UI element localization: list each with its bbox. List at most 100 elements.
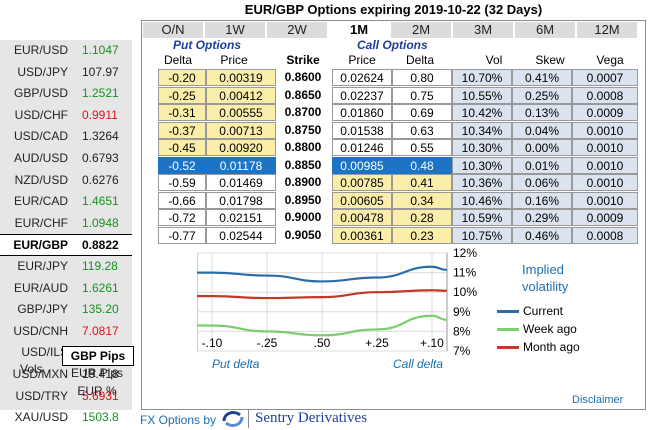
- cell-put-price[interactable]: 0.01798: [206, 191, 276, 209]
- pair-row-gbpusd[interactable]: GBP/USD 1.2521: [0, 83, 132, 104]
- pair-row-nzdusd[interactable]: NZD/USD 0.6276: [0, 170, 132, 191]
- cell-skew[interactable]: 0.04%: [512, 121, 572, 139]
- cell-vega[interactable]: 0.0009: [572, 104, 638, 121]
- cell-vol[interactable]: 10.75%: [452, 226, 512, 244]
- cell-vol[interactable]: 10.42%: [452, 104, 512, 121]
- cell-call-price[interactable]: 0.02237: [332, 86, 392, 104]
- cell-call-delta[interactable]: 0.48: [392, 156, 452, 174]
- cell-skew[interactable]: 0.41%: [512, 69, 572, 86]
- tab-3m[interactable]: 3M: [453, 22, 513, 38]
- cell-put-delta[interactable]: -0.59: [158, 174, 206, 191]
- cell-vega[interactable]: 0.0008: [572, 86, 638, 104]
- tab-12m[interactable]: 12M: [577, 22, 637, 38]
- cell-put-delta[interactable]: -0.52: [158, 156, 206, 174]
- brand-name[interactable]: Sentry Derivatives: [255, 410, 368, 426]
- cell-put-price[interactable]: 0.00555: [206, 104, 276, 121]
- cell-call-delta[interactable]: 0.75: [392, 86, 452, 104]
- cell-call-price[interactable]: 0.00361: [332, 226, 392, 244]
- tab-6m[interactable]: 6M: [515, 22, 575, 38]
- cell-call-delta[interactable]: 0.34: [392, 191, 452, 209]
- cell-call-price[interactable]: 0.01246: [332, 139, 392, 156]
- cell-vol[interactable]: 10.30%: [452, 139, 512, 156]
- cell-put-price[interactable]: 0.00713: [206, 121, 276, 139]
- cell-skew[interactable]: 0.29%: [512, 209, 572, 226]
- cell-put-delta[interactable]: -0.31: [158, 104, 206, 121]
- cell-call-delta[interactable]: 0.28: [392, 209, 452, 226]
- cell-vega[interactable]: 0.0010: [572, 139, 638, 156]
- cell-call-price[interactable]: 0.01538: [332, 121, 392, 139]
- cell-vega[interactable]: 0.0010: [572, 191, 638, 209]
- cell-vol[interactable]: 10.55%: [452, 86, 512, 104]
- tab-1m[interactable]: 1M: [329, 22, 389, 38]
- cell-call-delta[interactable]: 0.69: [392, 104, 452, 121]
- pair-row-xauusd[interactable]: XAU/USD 1503.8: [0, 407, 132, 428]
- cell-call-price[interactable]: 0.00985: [332, 156, 392, 174]
- pair-row-eurcad[interactable]: EUR/CAD 1.4651: [0, 191, 132, 212]
- cell-call-delta[interactable]: 0.63: [392, 121, 452, 139]
- cell-skew[interactable]: 0.46%: [512, 226, 572, 244]
- pair-row-eurchf[interactable]: EUR/CHF 1.0948: [0, 213, 132, 234]
- pair-row-usdjpy[interactable]: USD/JPY 107.97: [0, 62, 132, 83]
- pair-row-eurusd[interactable]: EUR/USD 1.1047: [0, 40, 132, 61]
- cell-vol[interactable]: 10.34%: [452, 121, 512, 139]
- tab-on[interactable]: O/N: [143, 22, 203, 38]
- pair-row-audusd[interactable]: AUD/USD 0.6793: [0, 148, 132, 169]
- cell-put-delta[interactable]: -0.45: [158, 139, 206, 156]
- cell-call-price[interactable]: 0.00478: [332, 209, 392, 226]
- pair-row-eurjpy[interactable]: EUR/JPY 119.28: [0, 256, 132, 277]
- cell-call-price[interactable]: 0.00785: [332, 174, 392, 191]
- cell-put-price[interactable]: 0.00920: [206, 139, 276, 156]
- cell-skew[interactable]: 0.25%: [512, 86, 572, 104]
- cell-put-delta[interactable]: -0.77: [158, 226, 206, 244]
- cell-skew[interactable]: 0.00%: [512, 139, 572, 156]
- vols-option-eur-pips[interactable]: EUR Pips: [70, 366, 123, 380]
- cell-call-price[interactable]: 0.00605: [332, 191, 392, 209]
- pair-row-gbpjpy[interactable]: GBP/JPY 135.20: [0, 299, 132, 320]
- cell-call-price[interactable]: 0.02624: [332, 69, 392, 86]
- cell-vega[interactable]: 0.0010: [572, 174, 638, 191]
- pair-row-euraud[interactable]: EUR/AUD 1.6261: [0, 278, 132, 299]
- cell-put-delta[interactable]: -0.72: [158, 209, 206, 226]
- cell-put-price[interactable]: 0.02151: [206, 209, 276, 226]
- cell-vega[interactable]: 0.0008: [572, 226, 638, 244]
- cell-put-delta[interactable]: -0.20: [158, 69, 206, 86]
- pair-row-usdmxn[interactable]: USD/MXN 19.418: [0, 364, 132, 385]
- tab-1w[interactable]: 1W: [205, 22, 265, 38]
- pair-row-usdtry[interactable]: USD/TRY 5.6931: [0, 386, 132, 407]
- cell-call-delta[interactable]: 0.41: [392, 174, 452, 191]
- cell-call-delta[interactable]: 0.23: [392, 226, 452, 244]
- vols-option-eur-[interactable]: EUR %: [77, 384, 117, 398]
- cell-vega[interactable]: 0.0009: [572, 209, 638, 226]
- cell-vol[interactable]: 10.36%: [452, 174, 512, 191]
- cell-put-price[interactable]: 0.01178: [206, 156, 276, 174]
- tab-2w[interactable]: 2W: [267, 22, 327, 38]
- vols-option-gbp-pips[interactable]: GBP Pips: [62, 346, 134, 366]
- cell-skew[interactable]: 0.16%: [512, 191, 572, 209]
- cell-vol[interactable]: 10.70%: [452, 69, 512, 86]
- cell-skew[interactable]: 0.06%: [512, 174, 572, 191]
- cell-put-price[interactable]: 0.01469: [206, 174, 276, 191]
- cell-put-price[interactable]: 0.00319: [206, 69, 276, 86]
- cell-vol[interactable]: 10.46%: [452, 191, 512, 209]
- pair-row-usdcad[interactable]: USD/CAD 1.3264: [0, 126, 132, 147]
- cell-vol[interactable]: 10.59%: [452, 209, 512, 226]
- cell-vega[interactable]: 0.0010: [572, 156, 638, 174]
- cell-call-delta[interactable]: 0.80: [392, 69, 452, 86]
- cell-put-price[interactable]: 0.00412: [206, 86, 276, 104]
- pair-row-eurgbp[interactable]: EUR/GBP 0.8822: [0, 234, 132, 257]
- pair-row-usdchf[interactable]: USD/CHF 0.9911: [0, 105, 132, 126]
- cell-put-delta[interactable]: -0.25: [158, 86, 206, 104]
- cell-skew[interactable]: 0.13%: [512, 104, 572, 121]
- cell-put-delta[interactable]: -0.66: [158, 191, 206, 209]
- cell-call-price[interactable]: 0.01860: [332, 104, 392, 121]
- cell-put-delta[interactable]: -0.37: [158, 121, 206, 139]
- disclaimer-link[interactable]: Disclaimer: [572, 394, 624, 406]
- cell-vol[interactable]: 10.30%: [452, 156, 512, 174]
- tab-2m[interactable]: 2M: [391, 22, 451, 38]
- cell-vega[interactable]: 0.0010: [572, 121, 638, 139]
- cell-put-price[interactable]: 0.02544: [206, 226, 276, 244]
- cell-skew[interactable]: 0.01%: [512, 156, 572, 174]
- cell-call-delta[interactable]: 0.55: [392, 139, 452, 156]
- pair-row-usdcnh[interactable]: USD/CNH 7.0817: [0, 321, 132, 342]
- cell-vega[interactable]: 0.0007: [572, 69, 638, 86]
